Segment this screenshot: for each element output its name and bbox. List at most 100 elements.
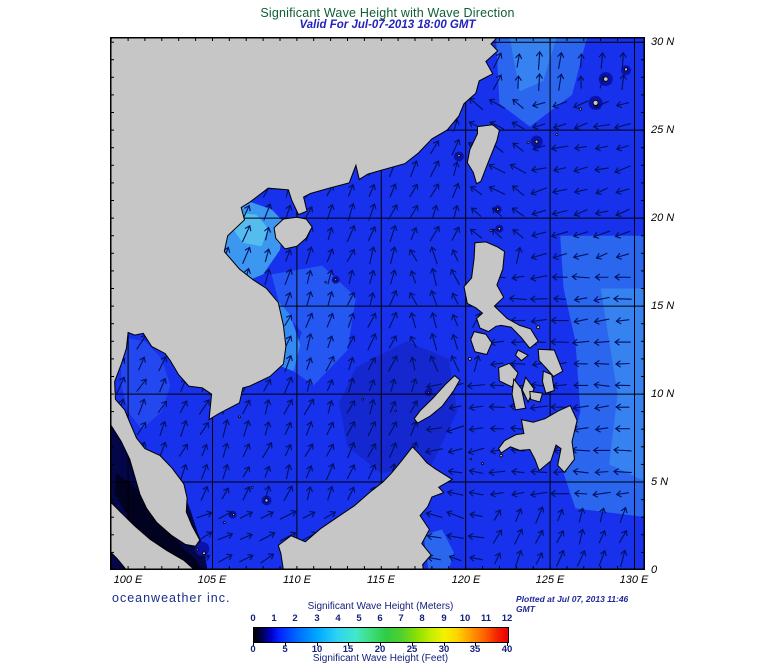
wave-direction-arrow: [448, 554, 462, 562]
wave-direction-arrow: [613, 446, 632, 454]
wave-direction-arrow: [593, 338, 610, 347]
wave-direction-arrow: [619, 51, 627, 69]
wave-direction-arrow: [242, 399, 251, 415]
legend-meter-tick: 5: [356, 613, 362, 624]
lat-label: 10 N: [651, 388, 675, 400]
islet: [195, 548, 199, 552]
wave-direction-arrow: [368, 183, 376, 197]
land-luzon: [463, 241, 539, 350]
land-mindoro: [470, 331, 493, 356]
wave-direction-arrow: [429, 140, 440, 155]
wave-direction-arrow: [157, 400, 168, 414]
legend-feet-tick: 5: [282, 644, 288, 655]
wave-direction-arrow: [429, 183, 440, 198]
legend-meter-tick: 10: [459, 613, 471, 624]
wave-direction-arrow: [284, 463, 293, 480]
oceanweather-logo-text: oceanweather inc.: [112, 591, 231, 605]
wave-direction-arrow: [158, 355, 168, 372]
legend-meter-tick: 1: [271, 613, 277, 624]
wave-direction-arrow: [593, 381, 610, 389]
land-borneo: [277, 446, 454, 570]
wave-height-contour: [271, 265, 356, 386]
wave-direction-arrow: [409, 335, 417, 349]
wave-direction-arrow: [493, 509, 502, 521]
wave-direction-arrow: [368, 378, 376, 392]
lat-label: 15 N: [651, 300, 675, 312]
wave-direction-arrow: [550, 338, 569, 346]
legend-tick-mark: [412, 643, 413, 646]
wave-direction-arrow: [452, 204, 460, 220]
wave-direction-arrow: [552, 122, 567, 130]
land-bohol: [529, 390, 544, 403]
wave-direction-arrow: [494, 552, 502, 565]
legend-tick-mark: [507, 643, 508, 646]
wave-direction-arrow: [368, 203, 377, 221]
wave-direction-arrow: [279, 509, 297, 520]
wave-direction-arrow: [446, 489, 464, 497]
wave-direction-arrow: [577, 53, 585, 68]
wave-direction-arrow: [452, 161, 460, 177]
wave-direction-arrow: [573, 209, 588, 217]
wave-direction-arrow: [367, 420, 377, 436]
wave-direction-arrow: [529, 404, 548, 412]
wave-direction-arrow: [508, 294, 527, 303]
wave-direction-arrow: [305, 465, 314, 479]
wave-direction-arrow: [469, 511, 483, 519]
islet: [223, 521, 226, 524]
wave-direction-arrow: [304, 443, 314, 457]
wave-direction-arrow: [429, 160, 440, 178]
wave-direction-arrow: [578, 528, 586, 545]
wave-direction-arrow: [576, 549, 587, 567]
wave-direction-arrow: [367, 333, 377, 351]
wave-direction-arrow: [572, 467, 589, 476]
wave-direction-arrow: [552, 252, 567, 260]
wave-direction-arrow: [573, 187, 588, 195]
wave-direction-arrow: [263, 203, 273, 221]
wave-direction-arrow: [532, 122, 546, 130]
wave-direction-arrow: [529, 490, 548, 498]
wave-direction-arrow: [424, 447, 444, 455]
wave-direction-arrow: [598, 549, 607, 567]
wave-direction-arrow: [488, 468, 506, 476]
wave-direction-arrow: [425, 510, 443, 519]
wave-direction-arrow: [594, 144, 609, 152]
wave-direction-arrow: [305, 312, 314, 328]
wave-direction-arrow: [550, 144, 569, 152]
wave-direction-arrow: [557, 51, 565, 69]
wave-direction-arrow: [489, 490, 504, 498]
wave-direction-arrow: [598, 51, 606, 69]
wave-direction-arrow: [283, 376, 294, 394]
wave-direction-arrow: [347, 183, 355, 197]
wave-direction-arrow: [510, 360, 526, 368]
land-taiwan: [466, 124, 500, 185]
lon-label: 130 E: [619, 574, 649, 586]
wave-direction-arrow: [239, 532, 254, 540]
wave-direction-arrow: [425, 425, 443, 433]
wave-direction-arrow: [594, 209, 609, 217]
wave-direction-arrow: [368, 269, 376, 285]
wave-direction-arrow: [511, 207, 525, 217]
wave-direction-arrow: [488, 403, 506, 411]
wave-direction-arrow: [199, 421, 209, 436]
islet: [481, 462, 484, 465]
legend-tick-mark: [380, 643, 381, 646]
wave-direction-arrow: [283, 398, 294, 415]
wave-direction-arrow: [327, 335, 334, 349]
wave-direction-arrow: [488, 185, 506, 195]
map-svg: [110, 37, 645, 570]
wave-direction-arrow: [573, 122, 588, 131]
wave-direction-arrow: [347, 269, 355, 285]
wave-direction-arrow: [490, 360, 504, 368]
wave-direction-arrow: [159, 377, 167, 393]
wave-direction-arrow: [325, 355, 335, 372]
wave-direction-arrow: [159, 420, 167, 436]
legend-tick-mark: [317, 643, 318, 646]
wave-direction-arrow: [573, 295, 588, 303]
wave-direction-arrow: [408, 291, 418, 306]
wave-direction-arrow: [535, 506, 545, 524]
legend-tick-mark: [348, 643, 349, 646]
wave-direction-arrow: [448, 403, 462, 412]
wave-direction-arrow: [243, 419, 251, 437]
islet: [427, 390, 430, 394]
